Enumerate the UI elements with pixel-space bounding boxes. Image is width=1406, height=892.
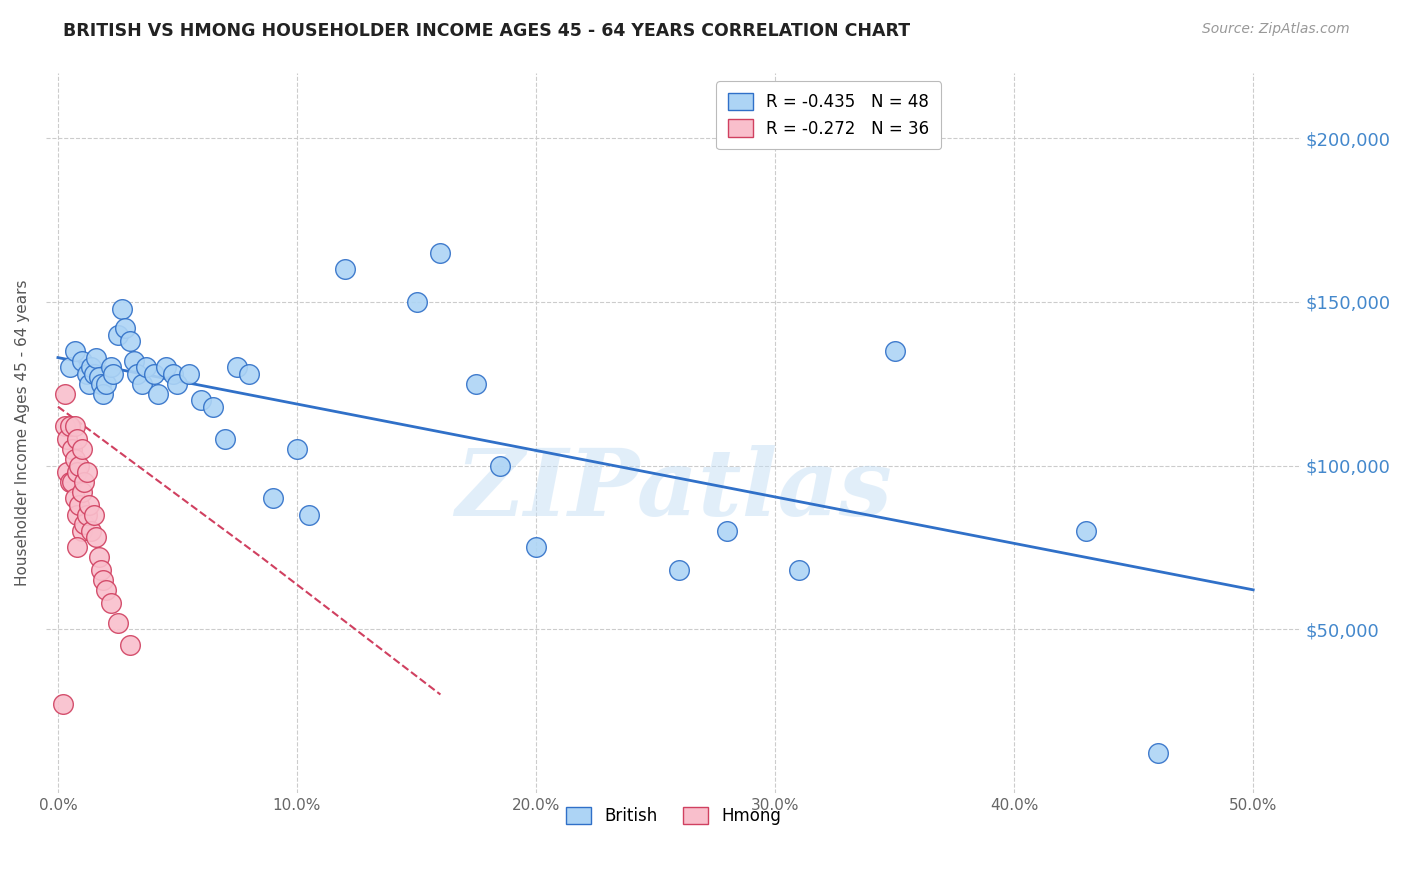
- Point: [166, 376, 188, 391]
- Point: [73, 517, 96, 532]
- Point: [333, 262, 356, 277]
- Point: [148, 386, 170, 401]
- Point: [52, 698, 75, 712]
- Y-axis label: Householder Income Ages 45 - 64 years: Householder Income Ages 45 - 64 years: [15, 279, 30, 586]
- Point: [66, 433, 89, 447]
- Point: [285, 442, 308, 457]
- Point: [53, 386, 76, 401]
- Point: [94, 376, 117, 391]
- Point: [84, 351, 107, 365]
- Legend: British, Hmong: British, Hmong: [557, 797, 792, 835]
- Point: [489, 458, 512, 473]
- Point: [179, 367, 201, 381]
- Point: [70, 442, 93, 457]
- Point: [429, 246, 451, 260]
- Point: [118, 334, 141, 349]
- Point: [70, 354, 93, 368]
- Point: [405, 295, 427, 310]
- Point: [53, 419, 76, 434]
- Point: [76, 465, 98, 479]
- Point: [83, 508, 105, 522]
- Text: ZIPatlas: ZIPatlas: [456, 445, 891, 535]
- Point: [69, 458, 91, 473]
- Point: [124, 354, 146, 368]
- Point: [1146, 747, 1168, 761]
- Point: [202, 400, 225, 414]
- Point: [90, 563, 112, 577]
- Point: [107, 327, 129, 342]
- Point: [66, 465, 89, 479]
- Point: [76, 508, 98, 522]
- Point: [668, 563, 690, 577]
- Point: [100, 360, 122, 375]
- Point: [1074, 524, 1097, 538]
- Point: [465, 376, 488, 391]
- Point: [883, 344, 905, 359]
- Point: [107, 615, 129, 630]
- Point: [100, 596, 122, 610]
- Point: [63, 344, 86, 359]
- Point: [262, 491, 284, 506]
- Point: [298, 508, 321, 522]
- Point: [87, 370, 110, 384]
- Point: [83, 367, 105, 381]
- Point: [63, 491, 86, 506]
- Point: [125, 367, 148, 381]
- Point: [226, 360, 249, 375]
- Point: [73, 475, 96, 489]
- Point: [63, 452, 86, 467]
- Point: [111, 301, 134, 316]
- Point: [142, 367, 165, 381]
- Point: [59, 475, 82, 489]
- Text: BRITISH VS HMONG HOUSEHOLDER INCOME AGES 45 - 64 YEARS CORRELATION CHART: BRITISH VS HMONG HOUSEHOLDER INCOME AGES…: [63, 22, 911, 40]
- Point: [69, 498, 91, 512]
- Point: [66, 541, 89, 555]
- Point: [114, 321, 136, 335]
- Point: [76, 367, 98, 381]
- Point: [716, 524, 738, 538]
- Point: [94, 582, 117, 597]
- Point: [90, 376, 112, 391]
- Point: [118, 639, 141, 653]
- Point: [238, 367, 260, 381]
- Point: [93, 573, 115, 587]
- Point: [101, 367, 124, 381]
- Point: [56, 433, 79, 447]
- Point: [59, 419, 82, 434]
- Point: [77, 498, 100, 512]
- Point: [60, 442, 83, 457]
- Point: [56, 465, 79, 479]
- Point: [162, 367, 184, 381]
- Point: [60, 475, 83, 489]
- Point: [190, 393, 212, 408]
- Point: [131, 376, 153, 391]
- Point: [70, 524, 93, 538]
- Point: [787, 563, 810, 577]
- Text: Source: ZipAtlas.com: Source: ZipAtlas.com: [1202, 22, 1350, 37]
- Point: [59, 360, 82, 375]
- Point: [84, 531, 107, 545]
- Point: [93, 386, 115, 401]
- Point: [87, 550, 110, 565]
- Point: [66, 508, 89, 522]
- Point: [155, 360, 177, 375]
- Point: [70, 484, 93, 499]
- Point: [524, 541, 547, 555]
- Point: [135, 360, 157, 375]
- Point: [80, 360, 103, 375]
- Point: [80, 524, 103, 538]
- Point: [77, 376, 100, 391]
- Point: [214, 433, 236, 447]
- Point: [63, 419, 86, 434]
